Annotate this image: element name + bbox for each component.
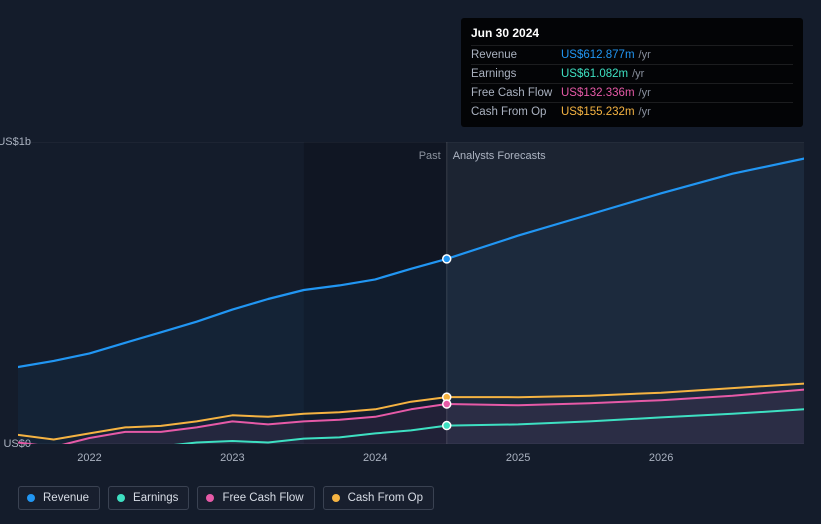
x-axis-label: 2023 — [220, 452, 244, 464]
tooltip-date: Jun 30 2024 — [471, 26, 793, 45]
legend-item-earnings[interactable]: Earnings — [108, 486, 189, 510]
tooltip-unit: /yr — [632, 68, 644, 80]
tooltip-metric-label: Earnings — [471, 68, 561, 80]
tooltip-metric-value: US$132.336m — [561, 87, 635, 99]
tooltip-row: EarningsUS$61.082m/yr — [471, 64, 793, 83]
legend: Revenue Earnings Free Cash Flow Cash From O… — [18, 486, 434, 510]
tooltip-row: Cash From OpUS$155.232m/yr — [471, 102, 793, 121]
tooltip-metric-value: US$155.232m — [561, 106, 635, 118]
tooltip-row: RevenueUS$612.877m/yr — [471, 45, 793, 64]
tooltip-unit: /yr — [639, 106, 651, 118]
tooltip-metric-value: US$61.082m — [561, 68, 628, 80]
legend-label: Free Cash Flow — [222, 492, 303, 504]
legend-dot-icon — [332, 494, 340, 502]
legend-dot-icon — [117, 494, 125, 502]
tooltip-row: Free Cash FlowUS$132.336m/yr — [471, 83, 793, 102]
tooltip-unit: /yr — [639, 87, 651, 99]
x-axis-label: 2022 — [77, 452, 101, 464]
legend-item-cash-from-op[interactable]: Cash From Op — [323, 486, 434, 510]
tooltip-panel: Jun 30 2024 RevenueUS$612.877m/yrEarning… — [461, 18, 803, 127]
x-axis-label: 2026 — [649, 452, 673, 464]
chart-plot-area[interactable] — [18, 142, 804, 444]
tooltip-metric-label: Cash From Op — [471, 106, 561, 118]
legend-label: Revenue — [43, 492, 89, 504]
x-axis-label: 2025 — [506, 452, 530, 464]
x-axis-label: 2024 — [363, 452, 387, 464]
tooltip-metric-value: US$612.877m — [561, 49, 635, 61]
legend-label: Cash From Op — [348, 492, 423, 504]
tooltip-metric-label: Revenue — [471, 49, 561, 61]
legend-label: Earnings — [133, 492, 178, 504]
tooltip-unit: /yr — [639, 49, 651, 61]
tooltip-metric-label: Free Cash Flow — [471, 87, 561, 99]
legend-item-free-cash-flow[interactable]: Free Cash Flow — [197, 486, 314, 510]
legend-dot-icon — [27, 494, 35, 502]
legend-dot-icon — [206, 494, 214, 502]
legend-item-revenue[interactable]: Revenue — [18, 486, 100, 510]
